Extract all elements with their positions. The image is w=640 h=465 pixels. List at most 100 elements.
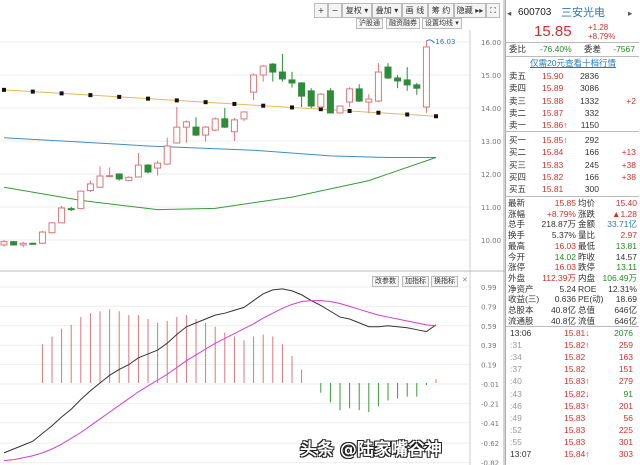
- candle-down: [29, 242, 37, 245]
- candle-down: [192, 126, 200, 136]
- candle-up: [154, 162, 162, 169]
- stat-label: 内盘: [578, 272, 596, 283]
- candle-up: [134, 164, 142, 178]
- bid-price: 15.82: [542, 171, 564, 182]
- stat-label: 金额: [578, 219, 596, 230]
- zoom-in-button[interactable]: +: [314, 3, 328, 18]
- bid-row[interactable]: 买四 15.82 166 +38: [506, 171, 639, 183]
- stat-label: 总股本: [508, 305, 534, 315]
- zoom-out-button[interactable]: −: [328, 3, 342, 18]
- stock-header: ◂ 600703 三安光电 ▸: [506, 5, 639, 21]
- last-price: 15.85: [534, 23, 572, 40]
- tick-price: 15.83: [564, 412, 586, 423]
- hide-button[interactable]: 隐藏 ▸▸: [454, 3, 486, 18]
- stat-value: 14.02: [554, 251, 576, 262]
- candle-down: [403, 79, 411, 86]
- ma-marker: [405, 112, 410, 117]
- kline-chart[interactable]: 16.03 16.00 15.00 14.00 13.00 12.00 11.00 10.0…: [0, 0, 505, 465]
- candle-up: [336, 105, 344, 114]
- ma-marker: [232, 101, 237, 106]
- stat-row: 收益(三) 0.636 PE(动) 18.69: [506, 294, 639, 305]
- add-indicator-button[interactable]: 加指标: [402, 276, 429, 287]
- tick-price: 15.83↑: [564, 376, 590, 387]
- bid-label: 买一: [509, 135, 527, 145]
- change-params-button[interactable]: 改参数: [372, 276, 399, 287]
- stat-value: 16.03: [554, 240, 576, 251]
- tick-time: :52: [510, 424, 522, 435]
- ma-settings-dropdown[interactable]: 设置均线 ▾: [422, 18, 462, 29]
- stat-row: 最新 15.85 均价 15.40: [506, 198, 639, 209]
- ma-marker: [146, 96, 150, 101]
- ask-row[interactable]: 卖五 15.90 2836: [506, 70, 639, 82]
- bid-volume: 245: [584, 159, 599, 170]
- ma-marker: [174, 98, 179, 103]
- ma-marker: [88, 93, 93, 98]
- ask-price: 15.86↑: [542, 120, 568, 131]
- stat-value: 646亿: [614, 305, 637, 315]
- ma-marker: [117, 94, 122, 99]
- stat-row: 净资产 5.24 ROE 12.31%: [506, 284, 639, 295]
- ma-marker: [203, 100, 208, 105]
- bid-price: 15.81: [542, 184, 564, 195]
- candle-up: [346, 88, 354, 103]
- ask-row[interactable]: 卖二 15.87 332: [506, 107, 639, 119]
- high-label: 16.03: [435, 38, 455, 46]
- bid-row[interactable]: 买二 15.84 166 +13: [506, 146, 639, 158]
- stat-label: 涨停: [508, 262, 526, 273]
- stat-label: 均价: [578, 198, 596, 208]
- tick-volume: 225: [618, 424, 633, 435]
- ask-price: 15.90: [542, 71, 564, 81]
- tick-volume: 259: [618, 340, 633, 351]
- ask-row[interactable]: 卖四 15.89 3086: [506, 82, 639, 94]
- stat-label: 量比: [578, 230, 596, 241]
- margin-button[interactable]: 融资融券: [386, 18, 420, 29]
- stat-label: 流值: [578, 315, 596, 326]
- chip-button[interactable]: 筹 约: [428, 3, 454, 18]
- close-indicator-icon[interactable]: ✕: [462, 276, 468, 284]
- ma-marker: [318, 107, 323, 112]
- watermark: 头条 @陆家嘴谷神: [300, 440, 442, 460]
- macd-tick: -0.21: [481, 400, 499, 408]
- axes: 16.00 15.00 14.00 13.00 12.00 11.00 10.00 0.99 0…: [0, 0, 505, 465]
- price-tick: 15.00: [481, 72, 501, 80]
- high-marker: [426, 39, 435, 44]
- candle-down: [355, 88, 363, 102]
- stat-value: 112.39万: [542, 272, 576, 283]
- stat-row: 最高 16.03 最低 13.81: [506, 241, 639, 252]
- overlay-dropdown[interactable]: 叠加 ▾: [372, 3, 402, 18]
- tick-time: :43: [510, 388, 522, 399]
- tick-price: 15.83: [564, 424, 586, 435]
- stat-label: 涨跌: [578, 208, 596, 219]
- price-tick: 13.00: [481, 138, 501, 146]
- bid-row[interactable]: 买一 15.85↑ 292: [506, 134, 639, 146]
- fuquan-dropdown[interactable]: 复权 ▾: [342, 3, 372, 18]
- draw-line-button[interactable]: 画 线: [402, 3, 428, 18]
- ma-marker: [261, 103, 266, 108]
- tick-row: :37 15.82 151: [506, 363, 639, 375]
- stat-value: 0.636: [554, 294, 576, 305]
- candle-up: [422, 46, 430, 108]
- fullscreen-icon[interactable]: ⛶: [486, 3, 500, 18]
- ask-row[interactable]: 卖一 15.86↑ 1150: [506, 119, 639, 131]
- tick-price: 15.81↓: [564, 328, 590, 338]
- tick-time: :37: [510, 364, 522, 375]
- weibi-label: 委比: [509, 44, 527, 54]
- level2-link[interactable]: 仅需20元查看十档行情: [530, 58, 616, 68]
- stat-value: +8.79%: [546, 208, 576, 219]
- bid-row[interactable]: 买五 15.81 300: [506, 183, 639, 195]
- candle-up: [173, 126, 181, 144]
- candle-down: [144, 164, 152, 173]
- tick-volume: 301: [618, 436, 633, 447]
- dif-line: [3, 288, 437, 454]
- switch-indicator-button[interactable]: 换指标: [431, 276, 458, 287]
- next-stock-icon[interactable]: ▸: [628, 8, 633, 18]
- ask-row[interactable]: 卖三 15.88 1332 +2: [506, 95, 639, 107]
- stat-label: 最新: [508, 198, 526, 208]
- candle-down: [298, 82, 306, 97]
- candle-down: [288, 79, 296, 84]
- bid-row[interactable]: 买三 15.83 245 +38: [506, 159, 639, 171]
- hgt-button[interactable]: 沪股通: [356, 18, 383, 29]
- prev-stock-icon[interactable]: ◂: [507, 8, 512, 18]
- tick-volume: 91: [623, 388, 633, 399]
- stat-value: 16.03: [554, 262, 576, 273]
